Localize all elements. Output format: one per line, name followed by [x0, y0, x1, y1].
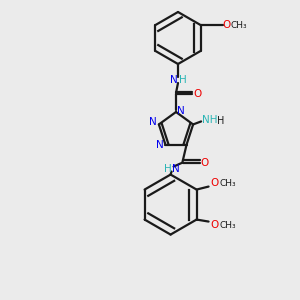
Text: N: N — [170, 75, 178, 85]
Text: CH₃: CH₃ — [230, 22, 247, 31]
Text: N: N — [155, 140, 163, 150]
Text: CH₃: CH₃ — [219, 179, 236, 188]
Text: NH: NH — [202, 116, 218, 125]
Text: CH₃: CH₃ — [219, 221, 236, 230]
Text: O: O — [193, 89, 201, 99]
Text: H: H — [218, 116, 225, 126]
Text: N: N — [149, 117, 157, 128]
Text: H: H — [179, 75, 187, 85]
Text: O: O — [210, 220, 219, 230]
Text: O: O — [222, 20, 231, 30]
Text: N: N — [172, 164, 179, 174]
Text: O: O — [210, 178, 219, 188]
Text: N: N — [177, 106, 185, 116]
Text: H: H — [164, 164, 172, 174]
Text: O: O — [200, 158, 209, 168]
